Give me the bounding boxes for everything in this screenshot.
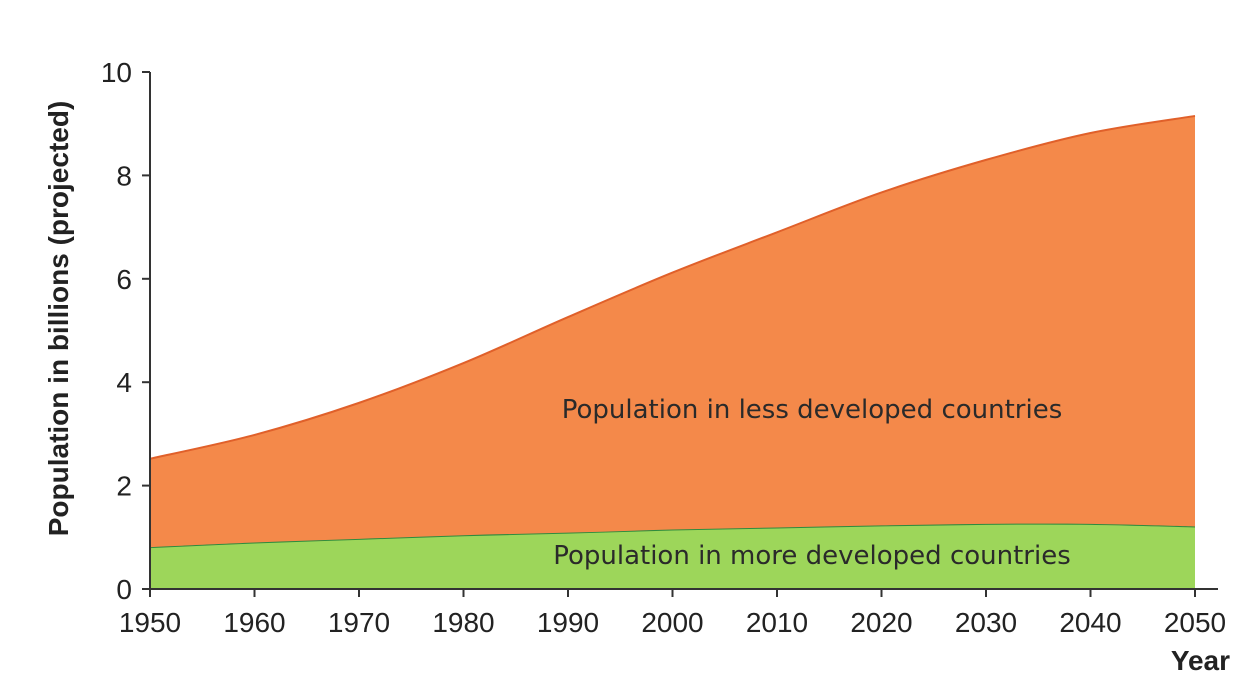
area-label-less-developed: Population in less developed countries [562,395,1063,425]
line-less-developed [149,114,1196,460]
y-tick-label: 10 [101,57,132,88]
x-tick-label: 2050 [1164,607,1226,638]
x-tick-label: 2020 [850,607,912,638]
x-tick-label: 1990 [537,607,599,638]
x-tick-label: 1950 [119,607,181,638]
x-tick-label: 2030 [955,607,1017,638]
x-tick-label: 1970 [328,607,390,638]
y-tick-label: 8 [116,160,132,191]
area-less-developed [150,115,1195,548]
x-tick-label: 2010 [746,607,808,638]
y-tick-label: 2 [116,471,132,502]
area-label-more-developed: Population in more developed countries [553,541,1071,571]
y-tick-label: 0 [116,574,132,605]
x-axis-title: Year [1171,645,1230,676]
y-axis-title: Population in billions (projected) [43,101,74,537]
x-tick-label: 1960 [223,607,285,638]
areas-group [149,114,1196,589]
labels-group: Year Population in billions (projected) Po… [43,101,1230,676]
x-tick-label: 2000 [641,607,703,638]
y-tick-label: 6 [116,264,132,295]
x-tick-label: 2040 [1059,607,1121,638]
area-more-developed [150,523,1195,589]
y-tick-label: 4 [116,367,132,398]
x-tick-label: 1980 [432,607,494,638]
axes-group: 0 2 4 6 8 10 1950 1960 1970 1980 1990 2000 2010 2020 2… [101,57,1226,638]
